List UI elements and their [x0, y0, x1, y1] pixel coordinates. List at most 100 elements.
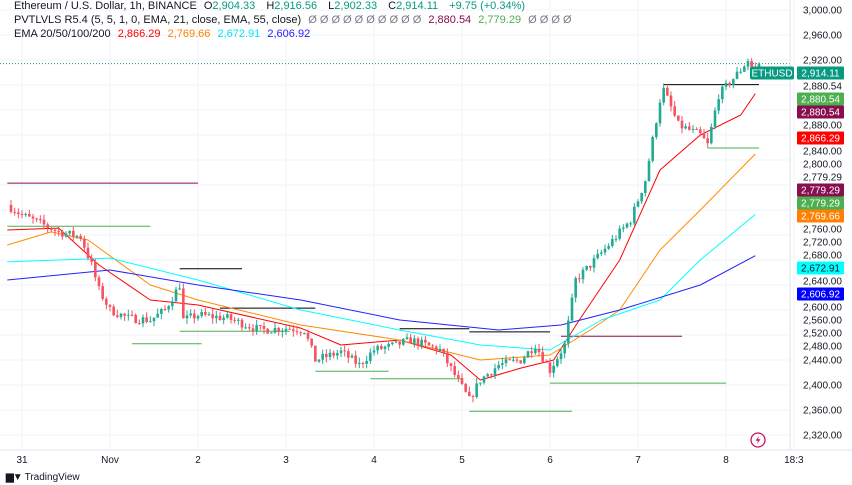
candle-body [112, 306, 115, 316]
candle-body [413, 338, 416, 344]
candle-body [273, 328, 277, 333]
open-value: 2,904.33 [212, 0, 256, 12]
price-tick-label: 2,520.00 [803, 329, 842, 340]
price-badge [797, 66, 844, 80]
candle-body [306, 332, 310, 339]
price-badge-value: 2,880.54 [801, 95, 840, 106]
candle-body [717, 99, 720, 111]
candle-body [347, 351, 350, 358]
candle-body [57, 230, 60, 232]
price-badge-value: 2,769.66 [801, 212, 840, 223]
price-badge-value: 2,779.29 [801, 199, 840, 210]
candle-body [512, 359, 515, 361]
candle-body [303, 332, 306, 334]
candle-body [171, 301, 174, 307]
candle-body [618, 228, 621, 239]
candle-body [189, 313, 192, 316]
candle-body [479, 382, 482, 384]
candle-body [545, 361, 548, 363]
candle-body [713, 110, 717, 127]
candle-body [281, 330, 284, 332]
time-tick-label: 7 [635, 455, 641, 466]
price-badge [797, 209, 844, 223]
pvtlvls-legend[interactable]: PVTLVLS R5.4 (5, 5, 1, 0, EMA, 21, close… [14, 14, 576, 27]
candle-body [706, 138, 709, 144]
tradingview-footer[interactable]: ▆▼ TradingView [6, 472, 80, 484]
candle-body [222, 317, 225, 320]
candle-body [556, 359, 559, 366]
candle-body [673, 106, 676, 116]
candle-body [339, 350, 343, 354]
price-axis[interactable]: 3,000.00 2,960.00 2,920.00 2,880.00 2,840.00… [803, 6, 842, 442]
candle-body [453, 366, 456, 375]
price-badge-value: 2,914.11 [801, 69, 840, 80]
high-label: H [266, 0, 275, 12]
candle-body [387, 343, 390, 347]
candle-body [259, 325, 262, 327]
candle-body [724, 82, 728, 87]
candle-body [537, 348, 541, 353]
lightning-icon[interactable] [750, 432, 766, 448]
candle-body [284, 328, 288, 331]
candle-body [292, 329, 295, 332]
candle-body [64, 233, 68, 237]
candle-body [182, 288, 185, 319]
candle-body [288, 328, 291, 330]
candle-body [611, 239, 614, 247]
time-axis[interactable]: 31 Nov 2 3 4 5 6 7 8 18:3 [16, 455, 804, 466]
candle-body [167, 306, 170, 310]
candle-body [721, 86, 724, 100]
ema-line-ema20 [7, 93, 756, 381]
candle-body [108, 304, 112, 307]
candle-body [17, 212, 20, 214]
candle-body [20, 213, 24, 215]
price-badges: ETHUSD 2,914.11 2,880.54 2,880.54 2,880.54 2,… [750, 66, 844, 301]
candle-body [376, 345, 379, 351]
candle-body [185, 315, 189, 319]
candle-body [442, 348, 445, 353]
candle-body [677, 115, 680, 121]
candle-body [493, 368, 497, 375]
candle-body [490, 374, 493, 376]
candle-body [640, 193, 643, 202]
candle-body [218, 315, 222, 320]
candle-body [248, 327, 251, 329]
pvtlvls-title: PVTLVLS R5.4 (5, 5, 1, 0, EMA, 21, close… [14, 14, 302, 26]
price-tick-label: 2,640.00 [803, 277, 842, 288]
candle-body [739, 71, 742, 73]
candle-body [193, 313, 196, 319]
candle-body [105, 298, 108, 305]
price-badge [797, 105, 844, 119]
candle-body [332, 352, 335, 356]
candle-body [174, 289, 178, 302]
ema200-value: 2,606.92 [267, 28, 311, 40]
candle-body [431, 345, 434, 347]
price-badge-value: 2,672.91 [801, 264, 840, 275]
candle-body [728, 82, 731, 86]
candle-body [97, 277, 101, 287]
candle-body [134, 314, 137, 324]
ema50-value: 2,769.66 [167, 28, 211, 40]
candle-body [398, 341, 401, 345]
candle-body [585, 265, 588, 270]
candle-body [596, 253, 599, 259]
pivot-axis-label: 2,880.54 [803, 82, 842, 93]
candle-body [361, 362, 365, 364]
candle-body [83, 238, 86, 248]
candle-body [46, 224, 49, 228]
ema-legend[interactable]: EMA 20/50/100/200 2,866.29 2,769.66 2,67… [14, 28, 314, 41]
price-tick-label: 3,000.00 [803, 6, 842, 17]
candle-body [141, 317, 145, 324]
price-tick-label: 2,720.00 [803, 238, 842, 249]
candle-body [72, 230, 75, 237]
candle-body [336, 353, 339, 356]
ema-line-ema200 [7, 255, 756, 331]
candle-body [204, 312, 207, 315]
candle-body [614, 238, 618, 240]
candle-body [526, 351, 530, 358]
price-tick-label: 2,960.00 [803, 31, 842, 42]
candle-body [519, 360, 522, 364]
price-chart[interactable]: 3,000.00 2,960.00 2,920.00 2,880.00 2,840.00… [0, 0, 852, 470]
candle-body [350, 355, 354, 358]
candle-body [501, 363, 504, 365]
